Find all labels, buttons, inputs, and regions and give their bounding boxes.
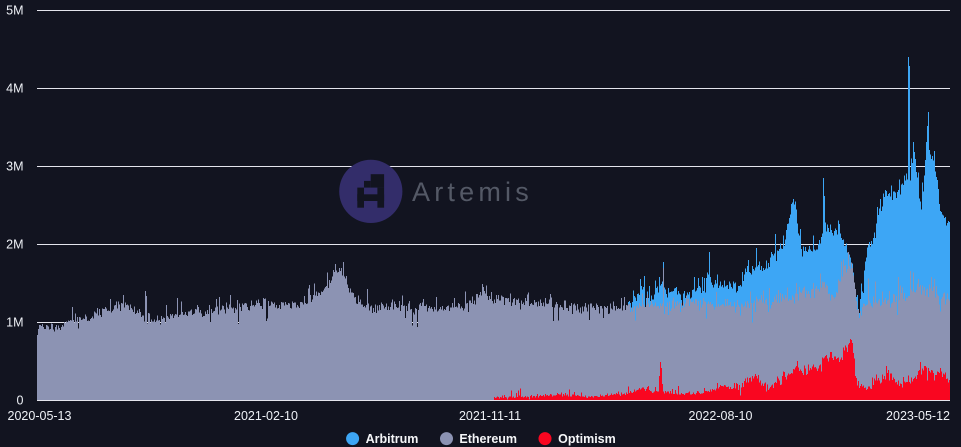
svg-text:Ethereum: Ethereum bbox=[459, 432, 517, 446]
svg-text:Optimism: Optimism bbox=[558, 432, 616, 446]
svg-text:2M: 2M bbox=[6, 238, 23, 252]
svg-text:2022-08-10: 2022-08-10 bbox=[689, 409, 753, 423]
svg-text:Artemis: Artemis bbox=[412, 177, 533, 207]
svg-text:2020-05-13: 2020-05-13 bbox=[8, 409, 72, 423]
svg-text:0: 0 bbox=[17, 394, 24, 408]
svg-text:2023-05-12: 2023-05-12 bbox=[886, 409, 950, 423]
svg-text:1M: 1M bbox=[6, 316, 23, 330]
svg-text:Arbitrum: Arbitrum bbox=[366, 432, 419, 446]
svg-text:4M: 4M bbox=[6, 82, 23, 96]
svg-text:2021-11-11: 2021-11-11 bbox=[459, 409, 521, 423]
svg-text:5M: 5M bbox=[6, 4, 23, 18]
svg-text:2021-02-10: 2021-02-10 bbox=[234, 409, 298, 423]
svg-text:3M: 3M bbox=[6, 160, 23, 174]
